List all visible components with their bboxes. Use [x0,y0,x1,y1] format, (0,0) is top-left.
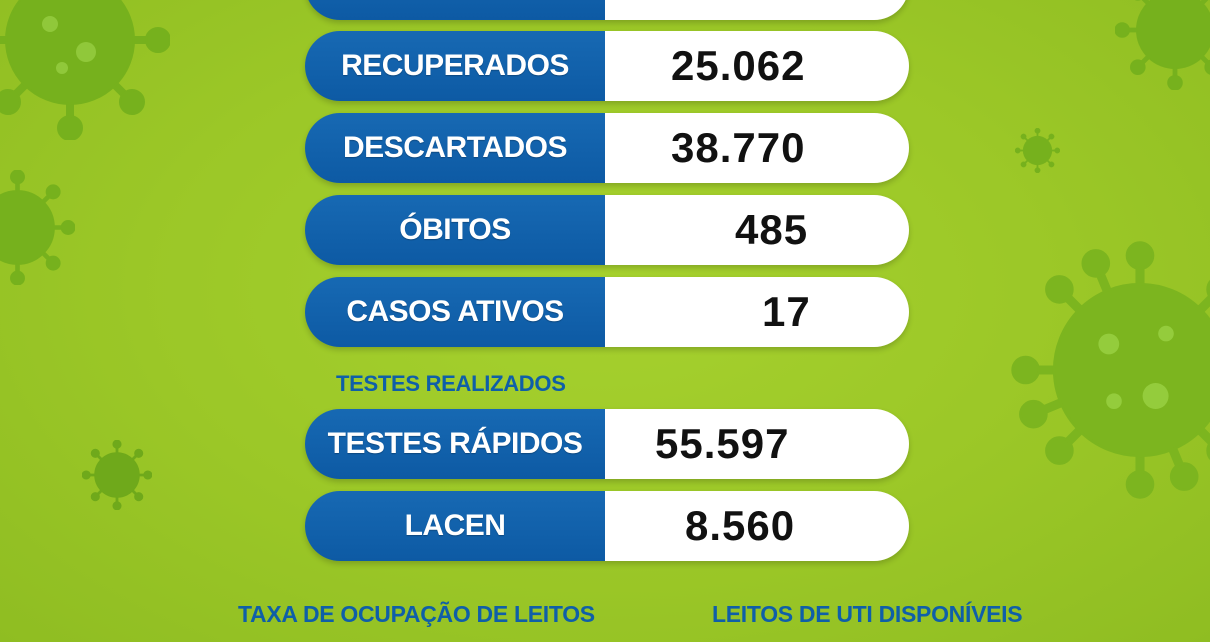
bed-occupancy-heading: TAXA DE OCUPAÇÃO DE LEITOS [238,601,595,627]
stat-label: ÓBITOS [305,195,605,265]
stat-row-descartados: DESCARTADOS 38.770 [305,113,909,183]
stat-row-testes-rapidos: TESTES RÁPIDOS 55.597 [305,409,909,479]
stat-label: CASOS ATIVOS [305,277,605,347]
stat-row-casos-ativos: CASOS ATIVOS 17 [305,277,909,347]
stat-row-recuperados: RECUPERADOS 25.062 [305,31,909,101]
icu-beds-heading: LEITOS DE UTI DISPONÍVEIS [712,601,1023,627]
stat-row-obitos: ÓBITOS 485 [305,195,909,265]
stat-value: 38.770 [605,113,909,183]
stat-row-lacen: LACEN 8.560 [305,491,909,561]
stat-value [605,0,909,20]
stat-label: TESTES RÁPIDOS [305,409,605,479]
stat-label: LACEN [305,491,605,561]
stat-value: 17 [605,277,909,347]
virus-icon [0,170,75,285]
stat-label: DESCARTADOS [305,113,605,183]
stat-label [305,0,605,20]
tests-heading: TESTES REALIZADOS [336,371,566,396]
virus-icon [1015,128,1060,173]
stat-value: 55.597 [605,409,909,479]
stat-value: 485 [605,195,909,265]
virus-icon [1011,241,1210,499]
stat-value: 25.062 [605,31,909,101]
virus-icon [1115,0,1210,90]
stat-row [305,0,909,20]
virus-icon [0,0,170,140]
stat-label: RECUPERADOS [305,31,605,101]
virus-icon [82,440,152,510]
stat-value: 8.560 [605,491,909,561]
